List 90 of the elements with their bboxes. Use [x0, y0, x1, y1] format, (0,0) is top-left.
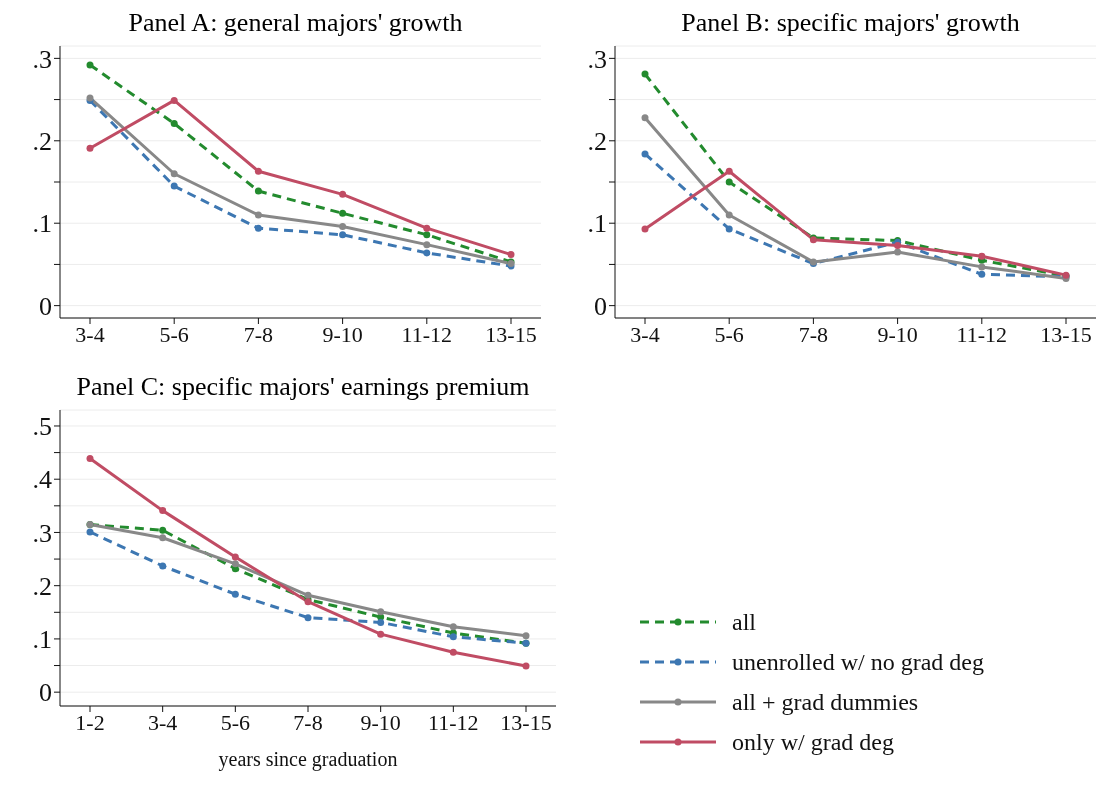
point — [170, 182, 178, 190]
x-axis-title: years since graduation — [218, 748, 398, 771]
point — [641, 114, 649, 122]
x-tick-label: 3-4 — [148, 709, 178, 735]
x-tick-label: 9-10 — [877, 321, 918, 347]
point — [159, 534, 167, 542]
point — [254, 187, 262, 195]
point — [170, 96, 178, 104]
y-tick-label: 0 — [39, 291, 52, 321]
x-tick-label: 3-4 — [630, 321, 660, 347]
y-tick-label: 0 — [594, 291, 607, 321]
point — [449, 623, 457, 631]
x-tick-label: 13-15 — [1040, 321, 1092, 347]
point — [86, 454, 94, 462]
x-tick-label: 13-15 — [485, 321, 537, 347]
point — [339, 223, 347, 231]
legend-label: unenrolled w/ no grad deg — [732, 648, 984, 676]
point — [641, 150, 649, 158]
point — [254, 211, 262, 219]
x-tick-label: 5-6 — [220, 709, 250, 735]
x-tick-label: 11-12 — [956, 321, 1008, 347]
point — [86, 144, 94, 152]
x-tick-label: 9-10 — [322, 321, 363, 347]
point — [725, 167, 733, 175]
x-tick-label: 9-10 — [360, 709, 401, 735]
y-tick-label: .2 — [32, 571, 52, 601]
y-tick-label: .4 — [32, 465, 52, 495]
legend-label: all — [732, 608, 756, 636]
x-tick-label: 11-12 — [428, 709, 479, 735]
legend-label: all + grad dummies — [732, 688, 919, 716]
x-tick-label: 3-4 — [75, 321, 105, 347]
x-tick-label: 5-6 — [714, 321, 744, 347]
point — [254, 167, 262, 175]
point — [254, 224, 262, 232]
point — [978, 263, 986, 271]
chart-title: Panel A: general majors' growth — [127, 8, 464, 38]
point — [86, 61, 94, 69]
y-tick-label: .5 — [32, 412, 52, 442]
point — [339, 190, 347, 198]
point — [170, 170, 178, 178]
point — [170, 119, 178, 127]
x-tick-label: 1-2 — [75, 709, 105, 735]
x-tick-label: 5-6 — [159, 321, 189, 347]
point — [159, 507, 167, 515]
point — [725, 211, 733, 219]
point — [86, 528, 94, 536]
x-tick-label: 13-15 — [500, 709, 552, 735]
point — [449, 633, 457, 641]
point — [725, 178, 733, 186]
y-tick-label: 0 — [39, 678, 52, 708]
point — [641, 225, 649, 233]
point — [423, 249, 431, 257]
point — [231, 560, 239, 568]
point — [377, 630, 385, 638]
y-tick-label: .3 — [32, 44, 52, 74]
point — [725, 225, 733, 233]
chart-title: Panel C: specific majors' earnings premium — [75, 372, 531, 402]
point — [449, 648, 457, 656]
point — [522, 632, 530, 640]
x-tick-label: 7-8 — [293, 709, 323, 735]
y-tick-label: .1 — [32, 625, 52, 655]
x-tick-label: 7-8 — [798, 321, 829, 347]
y-tick-label: .2 — [587, 127, 607, 157]
point — [159, 526, 167, 534]
y-tick-label: .1 — [32, 209, 52, 239]
point — [423, 224, 431, 232]
point — [231, 553, 239, 561]
y-tick-label: .2 — [32, 127, 52, 157]
point — [423, 241, 431, 249]
chart-title: Panel B: specific majors' growth — [680, 8, 1021, 38]
point — [978, 252, 986, 260]
point — [304, 614, 312, 622]
point — [159, 562, 167, 570]
point — [377, 618, 385, 626]
point — [507, 251, 515, 259]
y-tick-label: .3 — [32, 518, 52, 548]
x-tick-label: 7-8 — [243, 321, 274, 347]
point — [231, 590, 239, 598]
point — [377, 608, 385, 616]
point — [522, 662, 530, 670]
legend-label: only w/ grad deg — [732, 728, 894, 756]
x-tick-label: 11-12 — [401, 321, 453, 347]
y-tick-label: .1 — [587, 209, 607, 239]
point — [423, 231, 431, 239]
y-tick-label: .3 — [587, 44, 607, 74]
point — [339, 231, 347, 239]
point — [894, 248, 902, 256]
point — [978, 270, 986, 278]
point — [641, 70, 649, 78]
point — [339, 209, 347, 217]
